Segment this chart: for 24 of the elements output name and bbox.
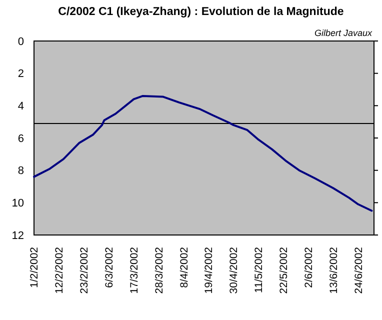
x-tick-label: 2/6/2002 <box>302 246 315 288</box>
x-tick-label: 28/3/2002 <box>153 246 166 294</box>
y-tick-label: 12 <box>12 230 24 242</box>
x-tick-label: 19/4/2002 <box>203 246 216 294</box>
text: Gilbert Javaux <box>314 28 372 38</box>
x-tick-label: 30/4/2002 <box>228 246 240 294</box>
x-tick-label: 24/6/2002 <box>352 246 365 294</box>
x-tick-label: 13/6/2002 <box>328 246 340 294</box>
x-tick-label: 23/2/2002 <box>78 246 91 294</box>
x-tick-label: 6/3/2002 <box>103 246 116 288</box>
line-series <box>33 94 373 212</box>
y-tick-label: 0 <box>18 36 24 48</box>
y-tick-label: 8 <box>18 165 24 178</box>
y-tick-label: 10 <box>12 198 24 210</box>
x-tick-label: 17/3/2002 <box>128 246 140 294</box>
x-tick-label: 8/4/2002 <box>178 246 190 288</box>
y-tick-label: 4 <box>18 100 24 113</box>
chart-title: C/2002 C1 (Ikeya-Zhang) : Evolution de la Magnitude <box>58 6 344 18</box>
y-tick-label: 2 <box>18 68 24 80</box>
x-tick-label: 1/2/2002 <box>28 246 41 288</box>
x-tick-label: 11/5/2002 <box>253 246 266 293</box>
x-tick-label: 12/2/2002 <box>54 246 66 294</box>
y-tick-label: 6 <box>18 132 24 145</box>
x-tick-label: 22/5/2002 <box>278 246 290 294</box>
